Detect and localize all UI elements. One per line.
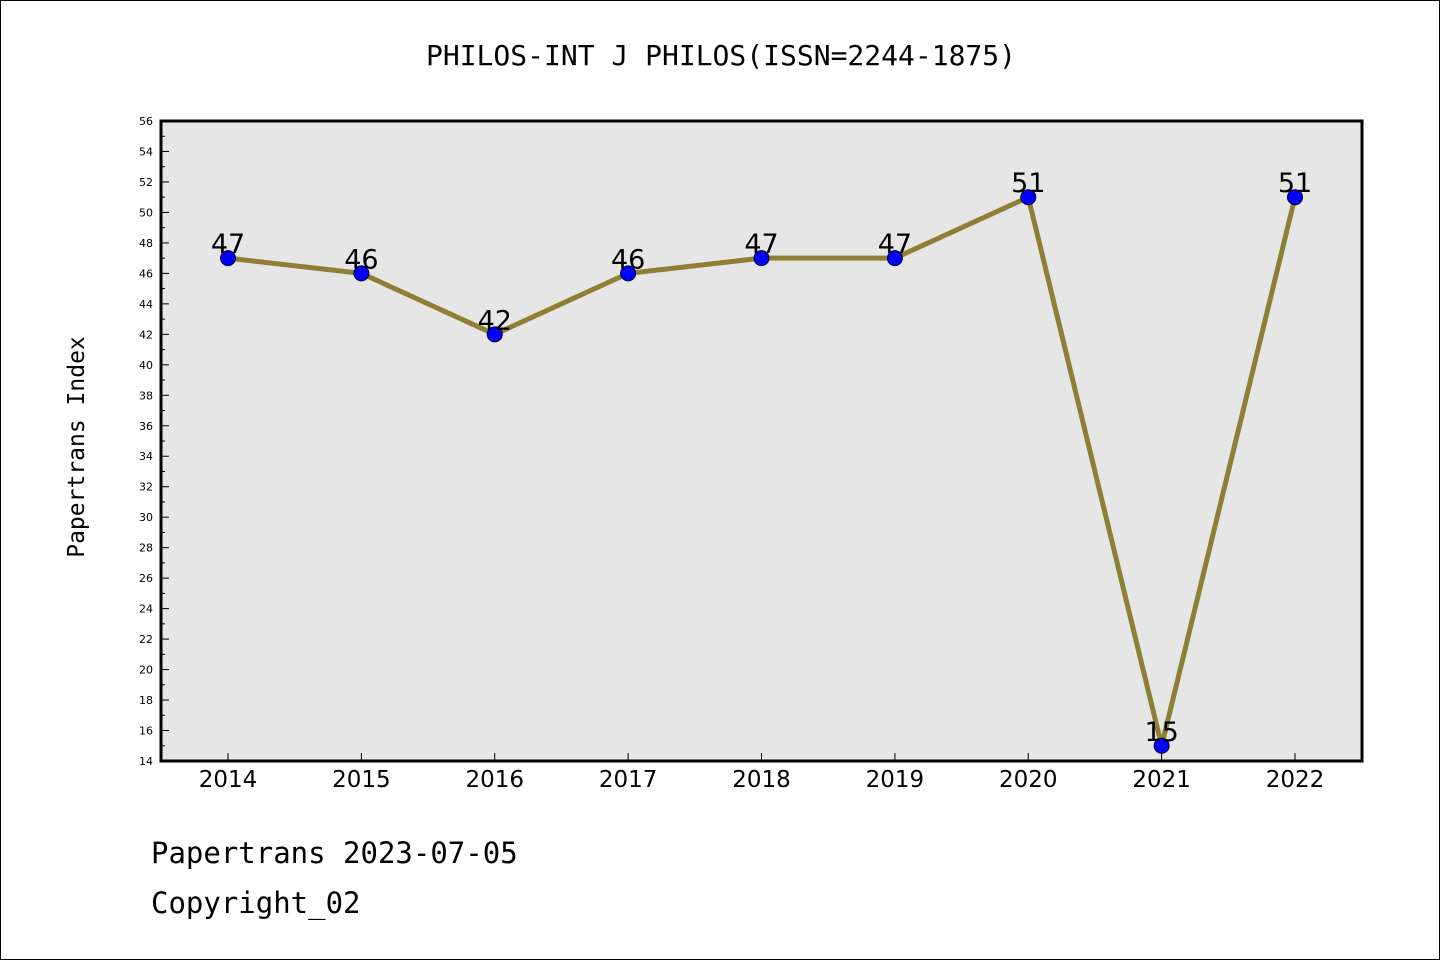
data-label: 51 (1278, 168, 1312, 199)
plot-background (161, 121, 1362, 761)
y-tick-label: 48 (139, 237, 153, 250)
y-tick-label: 24 (139, 603, 153, 616)
data-label: 15 (1144, 717, 1178, 748)
footer-copyright: Copyright_02 (151, 886, 361, 920)
y-tick-label: 38 (139, 389, 153, 402)
data-label: 51 (1011, 168, 1045, 199)
y-tick-label: 30 (139, 511, 153, 524)
y-tick-label: 14 (139, 755, 153, 768)
x-tick-label: 2021 (1132, 767, 1191, 793)
y-tick-label: 20 (139, 664, 153, 677)
y-tick-label: 26 (139, 572, 153, 585)
y-tick-label: 44 (139, 298, 153, 311)
y-tick-label: 42 (139, 328, 153, 341)
y-tick-label: 34 (139, 450, 153, 463)
data-point (1287, 189, 1303, 206)
data-label: 46 (344, 244, 378, 275)
data-point (886, 250, 903, 267)
x-tick-label: 2014 (199, 767, 258, 793)
y-tick-label: 16 (139, 725, 153, 738)
x-tick-label: 2017 (599, 767, 658, 793)
data-label: 47 (878, 229, 912, 260)
data-point (1153, 737, 1170, 754)
y-tick-label: 36 (139, 420, 153, 433)
footer-date: Papertrans 2023-07-05 (151, 836, 518, 870)
y-tick-label: 56 (139, 115, 153, 128)
y-tick-label: 50 (139, 206, 153, 219)
y-tick-label: 46 (139, 267, 153, 280)
y-tick-label: 54 (139, 145, 153, 158)
data-point (753, 250, 770, 267)
x-tick-label: 2016 (465, 767, 524, 793)
x-tick-label: 2015 (332, 767, 391, 793)
y-tick-label: 22 (139, 633, 153, 646)
data-point (1020, 189, 1037, 206)
y-tick-label: 52 (139, 176, 153, 189)
chart-title: PHILOS-INT J PHILOS(ISSN=2244-1875) (425, 39, 1016, 72)
y-tick-label: 32 (139, 481, 153, 494)
plot-border (159, 119, 1364, 763)
x-tick-label: 2022 (1266, 767, 1325, 793)
data-label: 46 (611, 244, 645, 275)
data-point (353, 265, 370, 282)
data-point (620, 265, 637, 282)
data-label: 42 (478, 305, 512, 336)
data-label: 47 (744, 229, 778, 260)
x-tick-label: 2018 (732, 767, 791, 793)
y-tick-label: 28 (139, 542, 153, 555)
y-tick-label: 18 (139, 694, 153, 707)
data-point (486, 326, 503, 343)
x-tick-label: 2019 (866, 767, 925, 793)
data-label: 47 (211, 229, 245, 260)
y-tick-label: 40 (139, 359, 153, 372)
data-point (220, 250, 236, 267)
x-tick-label: 2020 (999, 767, 1058, 793)
